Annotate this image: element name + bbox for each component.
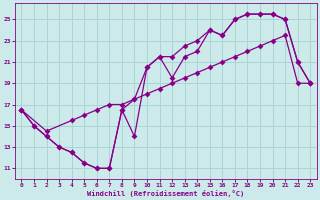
X-axis label: Windchill (Refroidissement éolien,°C): Windchill (Refroidissement éolien,°C): [87, 190, 244, 197]
